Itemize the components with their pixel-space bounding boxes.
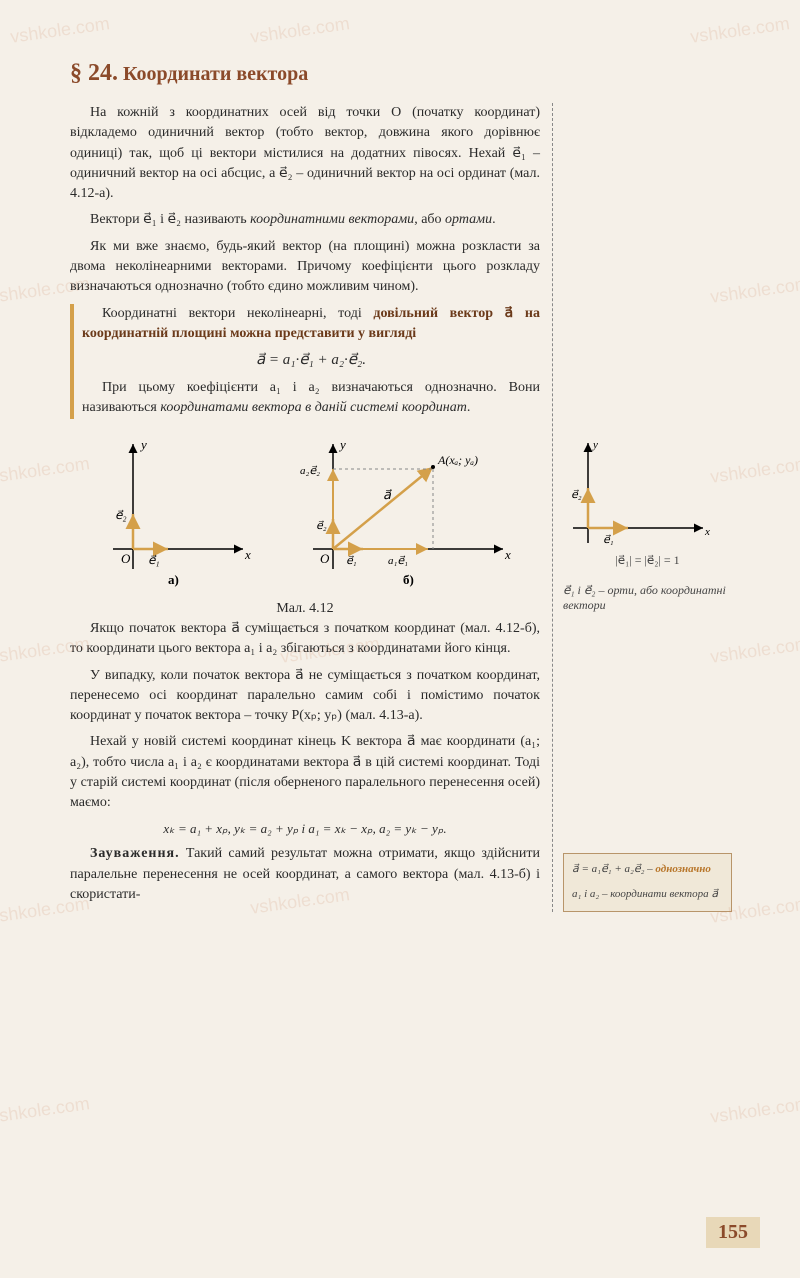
figures-row: O x y e⃗₁ e⃗₂ а) O x y e⃗₁ e⃗₂ a₁e⃗₁ a₂e…: [70, 429, 540, 589]
svg-text:а): а): [168, 572, 179, 587]
formula-2: xₖ = a₁ + xₚ, yₖ = a₂ + yₚ і a₁ = xₖ − x…: [70, 820, 540, 839]
figure-4-12-a: O x y e⃗₁ e⃗₂ а): [93, 429, 253, 589]
sidebar-box: a⃗ = a₁e⃗₁ + a₂e⃗₂ – однозначно a₁ і a₂ …: [563, 853, 732, 912]
watermark: vshkole.com: [0, 1093, 91, 1128]
svg-text:O: O: [121, 551, 131, 566]
svg-text:y: y: [139, 437, 147, 452]
section-number: § 24.: [70, 60, 118, 86]
watermark: vshkole.com: [249, 13, 351, 48]
section-title: § 24. Координати вектора: [70, 60, 760, 87]
svg-text:e⃗₁: e⃗₁: [603, 534, 614, 546]
svg-text:a₁e⃗₁: a₁e⃗₁: [388, 555, 408, 567]
svg-text:e⃗₂: e⃗₂: [316, 520, 327, 532]
paragraph-8: Нехай у новій системі координат кінець K…: [70, 732, 540, 813]
svg-text:y: y: [338, 437, 346, 452]
figure-caption: Мал. 4.12: [70, 599, 540, 619]
svg-text:y: y: [592, 439, 598, 451]
paragraph-3: Як ми вже знаємо, будь-який вектор (на п…: [70, 237, 540, 298]
svg-text:e⃗₂: e⃗₂: [115, 508, 127, 522]
paragraph-5: При цьому коефіцієнти a₁ і a₂ визначають…: [82, 378, 540, 419]
sidebar-box-line-2: a₁ і a₂ – координати вектора a⃗: [572, 887, 723, 902]
formula-1: a⃗ = a₁·e⃗₁ + a₂·e⃗₂.: [82, 350, 540, 372]
side-column: x y e⃗₁ e⃗₂ |e⃗₁| = |e⃗₂| = 1 e⃗₁ і e⃗₂ …: [552, 103, 732, 912]
section-name: Координати вектора: [123, 63, 308, 85]
svg-text:б): б): [403, 572, 414, 587]
svg-text:a₂e⃗₂: a₂e⃗₂: [300, 465, 320, 477]
highlight-block: Координатні вектори неколінеарні, тоді д…: [70, 304, 540, 419]
sidebar-note: e⃗₁ і e⃗₂ – орти, або координатні вектор…: [563, 583, 732, 613]
paragraph-1: На кожній з координатних осей від точки …: [70, 103, 540, 204]
watermark: vshkole.com: [689, 13, 791, 48]
svg-text:x: x: [244, 547, 251, 562]
svg-text:e⃗₁: e⃗₁: [346, 555, 357, 567]
sidebar-figure: x y e⃗₁ e⃗₂ |e⃗₁| = |e⃗₂| = 1: [563, 433, 732, 568]
page-number: 155: [706, 1217, 760, 1248]
watermark: vshkole.com: [9, 13, 111, 48]
paragraph-6: Якщо початок вектора a⃗ суміщається з по…: [70, 619, 540, 660]
sidebar-box-line-1: a⃗ = a₁e⃗₁ + a₂e⃗₂ – однозначно: [572, 862, 723, 877]
paragraph-7: У випадку, коли початок вектора a⃗ не су…: [70, 666, 540, 727]
paragraph-9: Зауваження. Такий самий результат можна …: [70, 844, 540, 905]
figure-4-12-b: O x y e⃗₁ e⃗₂ a₁e⃗₁ a₂e⃗₂ a⃗ A(xₐ; yₐ) б…: [298, 429, 518, 589]
main-column: На кожній з координатних осей від точки …: [70, 103, 540, 912]
svg-text:O: O: [320, 551, 330, 566]
svg-text:x: x: [704, 526, 710, 538]
paragraph-2: Вектори e⃗₁ і e⃗₂ називають координатним…: [70, 210, 540, 230]
sidebar-formula: |e⃗₁| = |e⃗₂| = 1: [563, 553, 732, 568]
svg-text:A(xₐ; yₐ): A(xₐ; yₐ): [437, 453, 478, 467]
svg-text:a⃗: a⃗: [383, 487, 392, 502]
svg-text:x: x: [504, 547, 511, 562]
svg-text:e⃗₁: e⃗₁: [148, 553, 160, 567]
watermark: vshkole.com: [709, 1093, 800, 1128]
svg-text:e⃗₂: e⃗₂: [571, 489, 582, 501]
paragraph-4: Координатні вектори неколінеарні, тоді д…: [82, 304, 540, 345]
